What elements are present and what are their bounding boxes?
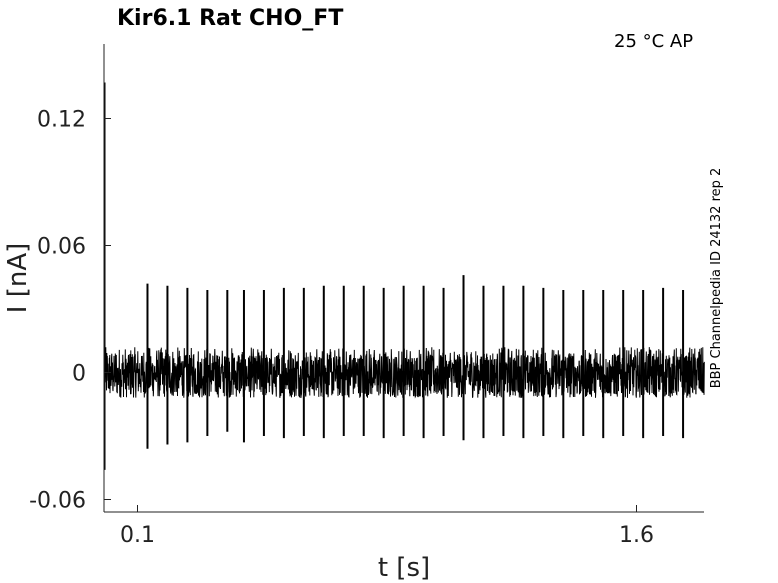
y-tick-label: 0 bbox=[72, 362, 86, 387]
temperature-protocol-annotation: 25 °C AP bbox=[614, 31, 693, 52]
x-ticks: 0.1 1.6 bbox=[120, 505, 654, 548]
chart-title: Kir6.1 Rat CHO_FT bbox=[117, 6, 343, 31]
current-trace bbox=[103, 82, 705, 470]
y-ticks: 0.12 0.06 0 -0.06 bbox=[29, 108, 111, 514]
y-tick-label: 0.06 bbox=[37, 235, 86, 260]
y-tick-label: 0.12 bbox=[37, 108, 86, 133]
channelpedia-id-label: BBP Channelpedia ID 24132 rep 2 bbox=[709, 168, 724, 389]
baseline-noise-trace bbox=[104, 347, 705, 399]
x-tick-label: 0.1 bbox=[120, 523, 155, 548]
y-axis-label: I [nA] bbox=[3, 243, 33, 313]
x-axis-label: t [s] bbox=[378, 553, 430, 583]
plot-area: 0.12 0.06 0 -0.06 0.1 1.6 bbox=[29, 44, 705, 548]
y-tick-label: -0.06 bbox=[29, 489, 86, 514]
x-tick-label: 1.6 bbox=[619, 523, 654, 548]
